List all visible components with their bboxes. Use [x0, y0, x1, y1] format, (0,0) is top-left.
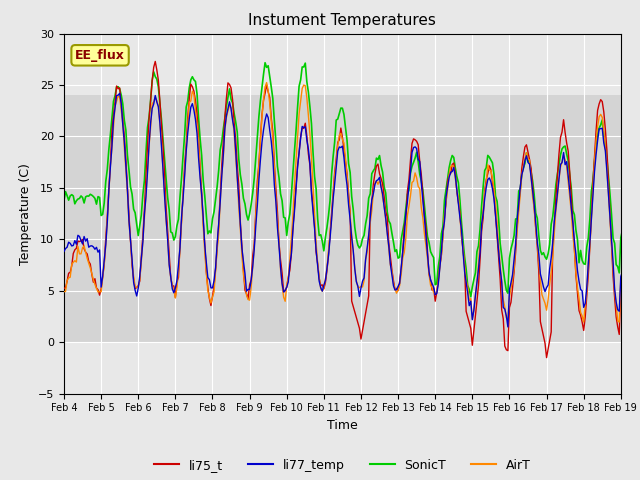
Legend: li75_t, li77_temp, SonicT, AirT: li75_t, li77_temp, SonicT, AirT: [148, 454, 536, 477]
Bar: [64, 96, 621, 342]
Y-axis label: Temperature (C): Temperature (C): [19, 163, 33, 264]
Text: EE_flux: EE_flux: [75, 49, 125, 62]
Title: Instument Temperatures: Instument Temperatures: [248, 13, 436, 28]
X-axis label: Time: Time: [327, 419, 358, 432]
